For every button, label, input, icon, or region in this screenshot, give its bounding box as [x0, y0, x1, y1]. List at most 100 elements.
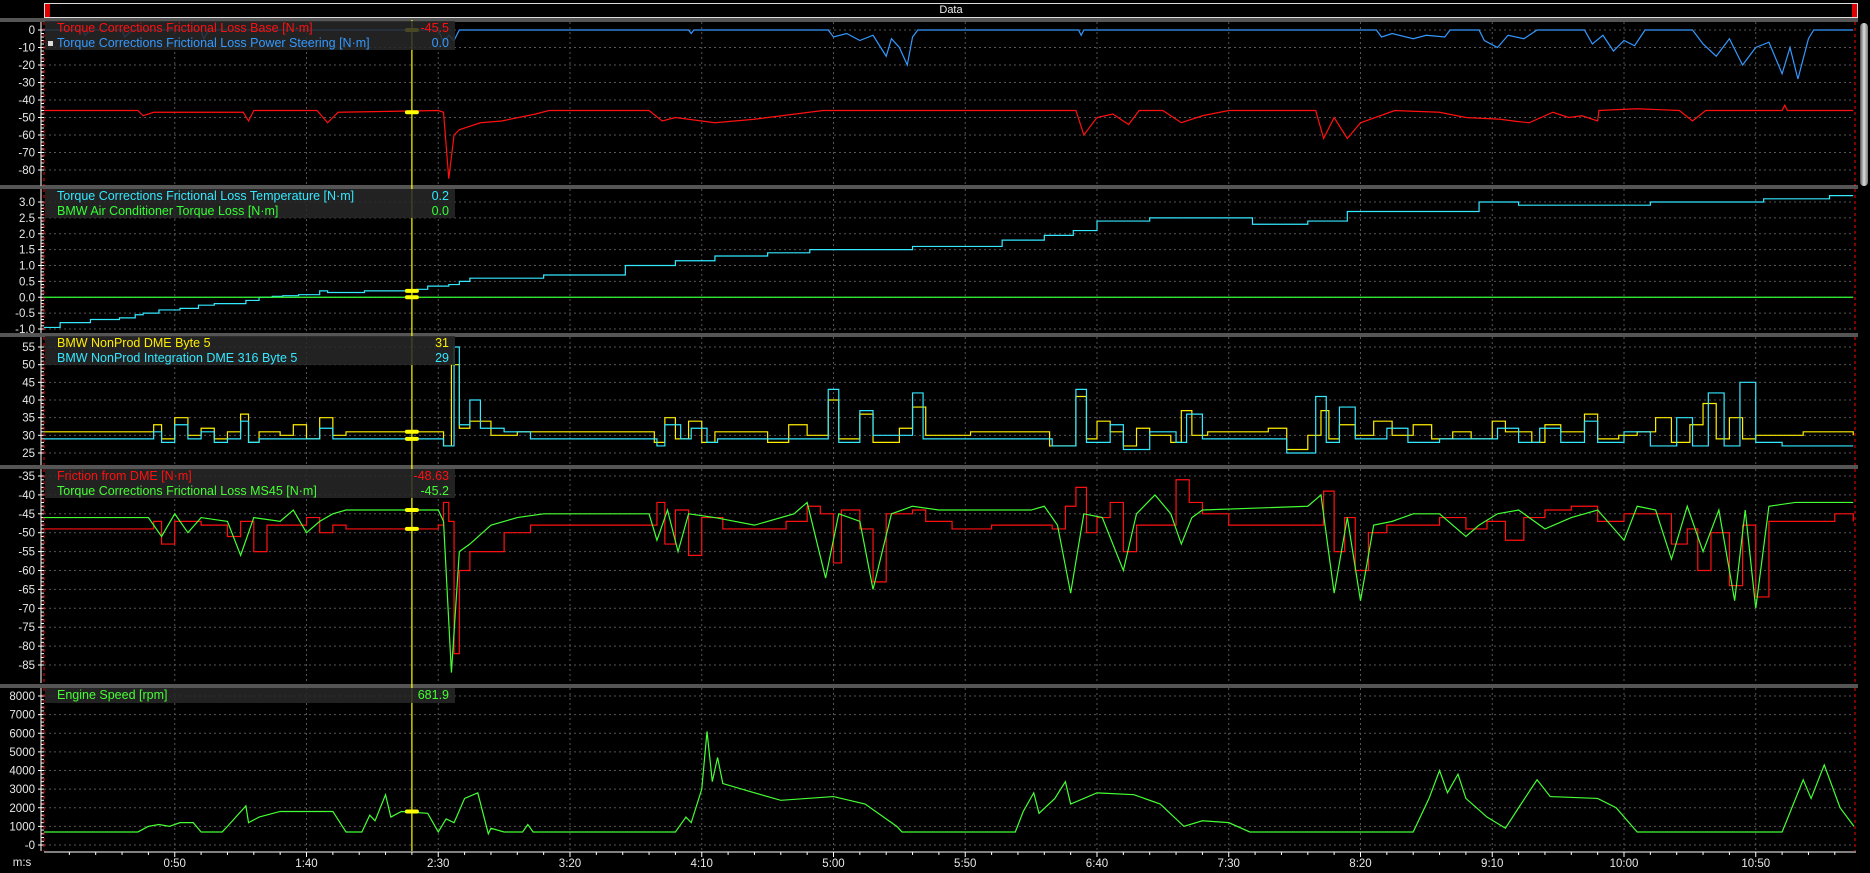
legend-row[interactable]: BMW NonProd DME Byte 5 31 [45, 336, 455, 351]
y-tick-label: -50 [18, 528, 35, 540]
y-tick-label: -60 [18, 566, 35, 578]
y-tick-label: 2.5 [19, 213, 35, 225]
y-tick-label: 0.0 [19, 292, 35, 304]
y-tick-label: -70 [18, 148, 35, 160]
x-tick-label: 8:20 [1349, 858, 1371, 870]
x-tick-label: 10:00 [1610, 858, 1639, 870]
legend-panel-3: BMW NonProd DME Byte 5 31 BMW NonProd Int… [45, 336, 455, 365]
range-start-marker[interactable] [45, 4, 50, 17]
series-value: 0.0 [431, 35, 449, 50]
y-tick-label: -75 [18, 622, 35, 634]
legend-row[interactable]: Torque Corrections Frictional Loss Tempe… [45, 189, 455, 204]
y-tick-label: -0.5 [15, 308, 35, 320]
y-tick-label: 3.0 [19, 197, 35, 209]
y-tick-label: -60 [18, 130, 35, 142]
y-tick-label: 4000 [9, 766, 35, 778]
legend-row[interactable]: Torque Corrections Frictional Loss MS45 … [45, 484, 455, 499]
y-tick-label: 30 [22, 430, 35, 442]
y-tick-label: -40 [18, 490, 35, 502]
x-tick-label: 4:10 [691, 858, 713, 870]
legend-row[interactable]: Torque Corrections Frictional Loss Power… [45, 36, 455, 51]
x-tick-label: 2:30 [427, 858, 449, 870]
y-tick-label: 7000 [9, 710, 35, 722]
y-tick-label: 1.0 [19, 261, 35, 273]
series-value: 31 [435, 336, 449, 350]
y-tick-label: 0 [29, 25, 35, 37]
series-value: -45.5 [420, 21, 450, 35]
series-value: -45.2 [420, 483, 450, 498]
y-tick-label: 2000 [9, 803, 35, 815]
x-tick-label: 1:40 [295, 858, 317, 870]
legend-row[interactable]: Friction from DME [N·m] -48.63 [45, 469, 455, 484]
series-line-2-1 [44, 195, 1854, 329]
x-tick-label: 6:40 [1086, 858, 1108, 870]
y-tick-label: -40 [18, 95, 35, 107]
vertical-scrollbar[interactable] [1860, 23, 1868, 186]
legend-panel-1: Torque Corrections Frictional Loss Base … [45, 21, 455, 50]
legend-row[interactable]: Engine Speed [rpm] 681.9 [45, 688, 455, 703]
legend-panel-4: Friction from DME [N·m] -48.63 Torque Cor… [45, 469, 455, 498]
legend-panel-2: Torque Corrections Frictional Loss Tempe… [45, 189, 455, 218]
chart-panel-4: -35 -40 -45 -50 -55 -60 -65 -70 -75 -80 -85 [0, 465, 1858, 683]
header-title: Data [939, 4, 963, 16]
y-tick-label: 45 [22, 377, 35, 389]
y-tick-label: 0.5 [19, 276, 35, 288]
y-tick-label: -35 [18, 471, 35, 483]
series-name: Engine Speed [rpm] [57, 688, 168, 702]
x-tick-label: 3:20 [559, 858, 581, 870]
series-name: Torque Corrections Frictional Loss Tempe… [57, 189, 355, 203]
x-tick-label: 9:10 [1481, 858, 1503, 870]
legend-row[interactable]: BMW Air Conditioner Torque Loss [N·m] 0.0 [45, 204, 455, 219]
series-name: BMW Air Conditioner Torque Loss [N·m] [57, 203, 279, 218]
y-tick-label: -20 [18, 60, 35, 72]
chart-panel-5: 8000 7000 6000 5000 4000 3000 2000 1000 -0 [0, 684, 1858, 852]
y-tick-label: -1.0 [15, 324, 35, 336]
legend-row[interactable]: BMW NonProd Integration DME 316 Byte 5 29 [45, 351, 455, 366]
y-tick-label: -10 [18, 43, 35, 55]
series-name: BMW NonProd DME Byte 5 [57, 336, 211, 350]
y-tick-label: 3000 [9, 784, 35, 796]
series-value: -48.63 [413, 469, 449, 483]
x-tick-label: 7:30 [1218, 858, 1240, 870]
series-value: 681.9 [417, 688, 449, 702]
y-tick-label: 8000 [9, 691, 35, 703]
y-tick-label: 25 [22, 448, 35, 460]
y-tick-label: -50 [18, 113, 35, 125]
series-line-3-2 [44, 346, 1854, 454]
series-line-3-1 [44, 364, 1854, 451]
series-line-5-1 [44, 731, 1855, 836]
data-header-bar[interactable]: Data [44, 3, 1858, 18]
x-tick-label: 10:50 [1741, 858, 1770, 870]
y-tick-label: -85 [18, 660, 35, 672]
series-line-4-2 [44, 493, 1854, 673]
y-tick-label: -30 [18, 78, 35, 90]
x-tick-label: 0:50 [164, 858, 186, 870]
range-end-marker[interactable] [1852, 4, 1857, 17]
y-tick-label: -45 [18, 509, 35, 521]
y-tick-label: 35 [22, 413, 35, 425]
y-tick-label: -65 [18, 584, 35, 596]
series-line-1-1 [44, 103, 1854, 179]
y-tick-label: -80 [18, 641, 35, 653]
y-tick-label: -55 [18, 547, 35, 559]
series-name: Torque Corrections Frictional Loss Power… [57, 35, 370, 50]
y-tick-label: 1.5 [19, 245, 35, 257]
y-tick-label: -70 [18, 603, 35, 615]
series-name: Torque Corrections Frictional Loss MS45 … [57, 483, 317, 498]
x-tick-label: 5:50 [954, 858, 976, 870]
y-tick-label: 1000 [9, 821, 35, 833]
series-value: 0.2 [431, 189, 449, 203]
y-tick-label: 2.0 [19, 229, 35, 241]
y-tick-label: 55 [22, 342, 35, 354]
y-tick-label: -80 [18, 165, 35, 177]
legend-row[interactable]: Torque Corrections Frictional Loss Base … [45, 21, 455, 36]
y-tick-label: 50 [22, 360, 35, 372]
legend-panel-5: Engine Speed [rpm] 681.9 [45, 688, 455, 703]
series-name: BMW NonProd Integration DME 316 Byte 5 [57, 350, 298, 365]
selected-square-icon [48, 40, 53, 46]
x-axis-unit-label: m:s [13, 857, 32, 869]
y-tick-label: 6000 [9, 728, 35, 740]
x-tick-label: 5:00 [822, 858, 844, 870]
y-tick-label: 40 [22, 395, 35, 407]
